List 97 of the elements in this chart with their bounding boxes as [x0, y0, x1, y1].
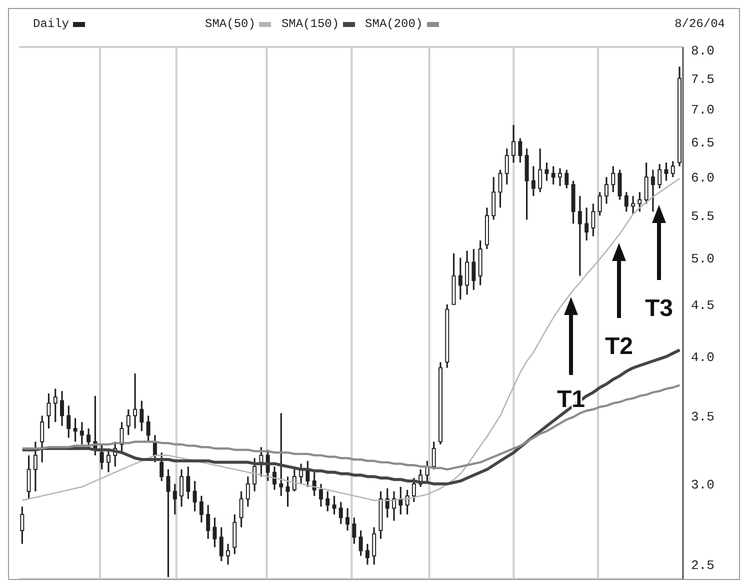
- candlestick: [512, 124, 516, 164]
- candlestick: [578, 195, 582, 277]
- candlestick: [611, 165, 616, 193]
- candlestick: [312, 471, 316, 497]
- candlestick: [166, 468, 170, 578]
- candlestick: [458, 256, 462, 300]
- candlestick: [46, 392, 51, 430]
- candlestick: [66, 404, 71, 439]
- candlestick: [551, 165, 556, 186]
- candlestick: [212, 516, 217, 548]
- candlestick: [358, 530, 363, 557]
- candlestick: [638, 191, 642, 212]
- candlestick: [160, 452, 164, 482]
- candlestick: [180, 468, 184, 508]
- y-tick-label: 7.0: [691, 102, 714, 118]
- candlestick: [20, 506, 24, 545]
- candlestick: [432, 440, 436, 470]
- candlestick: [372, 526, 376, 566]
- candlestick: [504, 148, 509, 186]
- candlestick: [120, 421, 124, 454]
- candlestick: [172, 483, 177, 516]
- candlestick: [518, 137, 522, 164]
- candlestick: [624, 191, 628, 212]
- candlestick: [658, 163, 662, 190]
- candlestick: [219, 526, 224, 562]
- annotation: T3: [644, 295, 674, 322]
- candlestick: [26, 454, 31, 500]
- y-tick-label: 7.5: [691, 72, 714, 87]
- candlestick: [591, 202, 596, 237]
- annotation: T2: [604, 333, 634, 360]
- candlestick: [664, 162, 668, 182]
- candlestick: [33, 440, 38, 492]
- candlestick: [192, 480, 197, 512]
- candlestick: [292, 468, 296, 492]
- candlestick: [346, 507, 350, 532]
- candlestick: [670, 160, 675, 178]
- candlestick: [465, 250, 470, 296]
- candlestick: [498, 168, 502, 208]
- candlestick: [531, 165, 536, 197]
- legend-label: SMA(50): [205, 17, 256, 31]
- candlestick: [226, 543, 230, 566]
- y-tick-label: 3.0: [691, 478, 714, 493]
- candlestick: [100, 444, 104, 470]
- candlestick: [286, 476, 290, 508]
- candlestick: [472, 248, 476, 291]
- text: 8/26/04: [674, 17, 725, 31]
- candlestick: [631, 195, 636, 215]
- candlestick: [584, 206, 589, 242]
- candlestick: [412, 477, 416, 503]
- candlestick: [259, 446, 264, 478]
- legend-label: Daily: [33, 17, 70, 31]
- candlestick: [206, 504, 210, 540]
- candlestick: [618, 168, 622, 201]
- candlestick: [598, 191, 602, 216]
- candlestick: [558, 168, 562, 187]
- candlestick: [564, 168, 569, 190]
- candlestick: [252, 457, 257, 492]
- candlestick: [318, 483, 323, 508]
- y-tick-label: 5.5: [691, 209, 714, 224]
- y-tick-label: 3.5: [691, 409, 714, 424]
- y-tick-label: 4.0: [691, 350, 714, 366]
- candlestick: [53, 388, 58, 423]
- candlestick: [60, 390, 64, 427]
- y-tick-label: 4.5: [691, 298, 714, 314]
- candlestick: [239, 490, 244, 528]
- candlestick: [186, 466, 190, 500]
- candlestick: [385, 488, 390, 518]
- candlestick: [73, 417, 78, 443]
- candlestick: [279, 412, 284, 497]
- y-tick-label: 2.5: [691, 558, 714, 574]
- y-tick-label: 8.0: [691, 43, 714, 58]
- candlestick: [140, 400, 144, 432]
- y-tick-label: 6.5: [691, 135, 714, 150]
- candlestick: [538, 148, 542, 193]
- candlestick: [492, 176, 496, 220]
- candlestick: [326, 490, 330, 512]
- legend-label: SMA(200): [365, 17, 423, 31]
- candlestick: [650, 168, 655, 212]
- y-tick-label: 5.0: [691, 251, 714, 266]
- candlestick: [199, 495, 204, 524]
- annotation: T1: [556, 386, 586, 413]
- candlestick: [352, 516, 356, 545]
- candlestick: [246, 476, 250, 508]
- candlestick: [146, 414, 150, 443]
- candlestick: [272, 466, 276, 491]
- legend-label: SMA(150): [281, 17, 340, 31]
- candlestick: [365, 543, 370, 566]
- candlestick: [133, 372, 138, 430]
- candlestick: [338, 501, 343, 525]
- candlestick: [604, 176, 608, 204]
- candlestick: [40, 414, 44, 464]
- y-tick-label: 6.0: [691, 170, 714, 186]
- candlestick: [80, 421, 84, 446]
- candlestick: [332, 495, 336, 516]
- candlestick: [644, 162, 648, 204]
- candlestick: [544, 162, 549, 182]
- candlestick: [126, 408, 130, 436]
